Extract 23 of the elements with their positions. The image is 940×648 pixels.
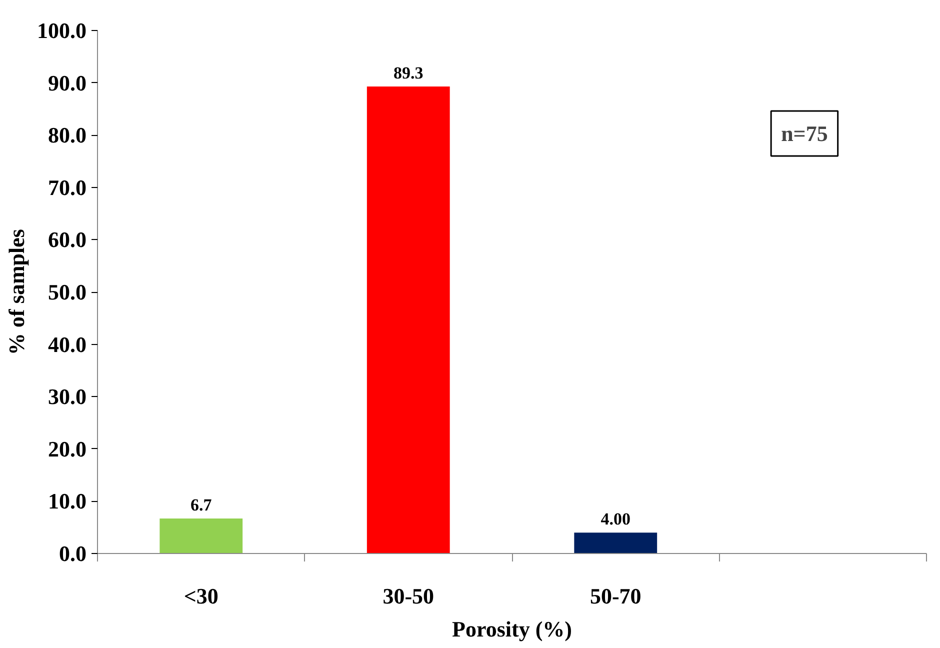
x-tick-label: 30-50 [382, 584, 434, 608]
data-label: 4.00 [600, 510, 630, 529]
x-axis-title: Porosity (%) [452, 616, 572, 642]
x-tick-label: 50-70 [590, 584, 642, 608]
y-tick-label: 50.0 [48, 280, 86, 304]
y-tick-label: 20.0 [48, 436, 86, 462]
y-tick-label: 10.0 [48, 488, 86, 514]
y-tick-label: 80.0 [48, 122, 86, 148]
y-tick-label: 0.0 [59, 541, 86, 566]
bar [366, 86, 450, 554]
x-tick-label: <30 [184, 584, 218, 608]
bar [574, 532, 658, 554]
y-tick-label: 70.0 [48, 174, 86, 200]
y-tick-label: 30.0 [48, 384, 86, 410]
data-label: 6.7 [190, 495, 212, 514]
y-axis-title: % of samples [4, 228, 29, 355]
y-tick-label: 100.0 [37, 18, 86, 43]
y-tick-label: 40.0 [48, 332, 86, 357]
data-label: 89.3 [394, 63, 424, 82]
bar [160, 518, 243, 554]
annotation: n=75 [781, 121, 828, 146]
y-tick-label: 90.0 [48, 70, 86, 96]
y-tick-label: 60.0 [48, 227, 86, 252]
